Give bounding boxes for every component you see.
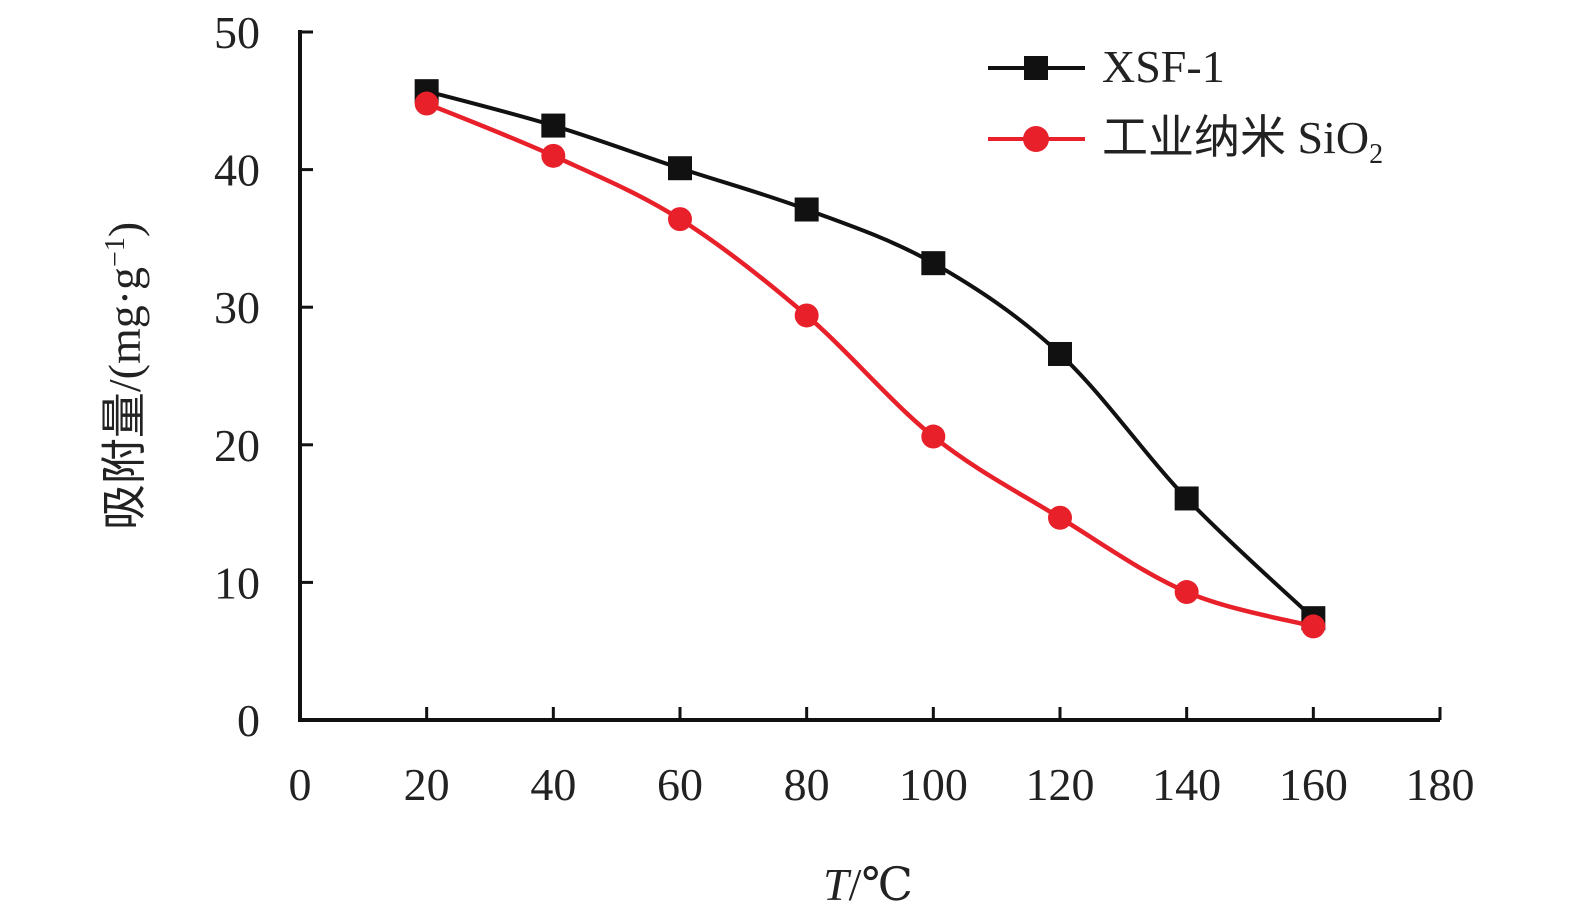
series-line	[425, 101, 1314, 629]
y-tick-label: 30	[214, 282, 260, 333]
data-point-square	[541, 113, 566, 138]
x-tick-label: 140	[1152, 759, 1221, 810]
legend-marker-circle	[1023, 126, 1049, 152]
legend-marker-square	[1024, 56, 1048, 80]
y-tick-label: 40	[214, 145, 260, 196]
data-point-circle	[1048, 505, 1072, 530]
x-tick-label: 80	[784, 759, 830, 810]
legend-label-sio2-sub: 2	[1369, 139, 1383, 170]
series-2	[414, 91, 1326, 639]
data-point-square	[1048, 341, 1072, 366]
data-point-circle	[794, 303, 819, 328]
x-tick-label: 40	[530, 759, 576, 810]
legend: XSF-1 工业纳米 SiO2	[988, 41, 1383, 170]
legend-label-sio2-main: 工业纳米 SiO	[1102, 112, 1369, 163]
data-point-square	[668, 156, 692, 181]
data-point-square	[921, 251, 946, 276]
legend-label-xsf1-main: XSF-1	[1102, 41, 1225, 92]
series-1	[414, 79, 1326, 631]
y-axis-title-sup: −1	[100, 237, 131, 267]
data-point-circle	[1174, 580, 1199, 605]
data-point-circle	[921, 424, 946, 449]
y-axis-title: 吸附量/(mg·g−1)	[99, 222, 150, 530]
data-point-circle	[668, 207, 692, 232]
series-layer	[414, 79, 1326, 639]
legend-item-sio2: 工业纳米 SiO2	[988, 112, 1383, 170]
x-tick-label: 60	[657, 759, 703, 810]
y-tick-label: 10	[214, 557, 260, 608]
x-tick-label: 20	[404, 759, 450, 810]
x-axis-title-variable: T	[823, 859, 852, 910]
legend-label-sio2: 工业纳米 SiO2	[1102, 112, 1383, 170]
x-tick-label: 100	[899, 759, 968, 810]
y-axis-title-main: 吸附量/(mg·g	[99, 267, 150, 530]
legend-label-xsf1: XSF-1	[1102, 41, 1225, 92]
x-tick-label: 180	[1406, 759, 1475, 810]
x-tick-label: 0	[289, 759, 312, 810]
data-point-circle	[1301, 614, 1326, 639]
data-point-circle	[414, 91, 439, 116]
y-tick-label: 0	[237, 695, 260, 746]
y-tick-label: 50	[214, 7, 260, 58]
axes: 0 10 20 30 40 50 0 20 40 60 80 100 120 140 160 180	[214, 7, 1475, 810]
legend-item-xsf1: XSF-1	[988, 41, 1225, 92]
x-axis-title: T/℃	[823, 859, 913, 910]
series-line	[426, 89, 1315, 620]
data-point-square	[794, 197, 819, 222]
y-axis-title-close: )	[99, 222, 150, 237]
y-tick-label: 20	[214, 420, 260, 471]
x-axis-title-unit: /℃	[849, 859, 913, 910]
x-tick-label: 160	[1279, 759, 1348, 810]
x-tick-label: 120	[1026, 759, 1095, 810]
data-point-circle	[541, 143, 566, 168]
data-point-square	[1174, 486, 1199, 511]
